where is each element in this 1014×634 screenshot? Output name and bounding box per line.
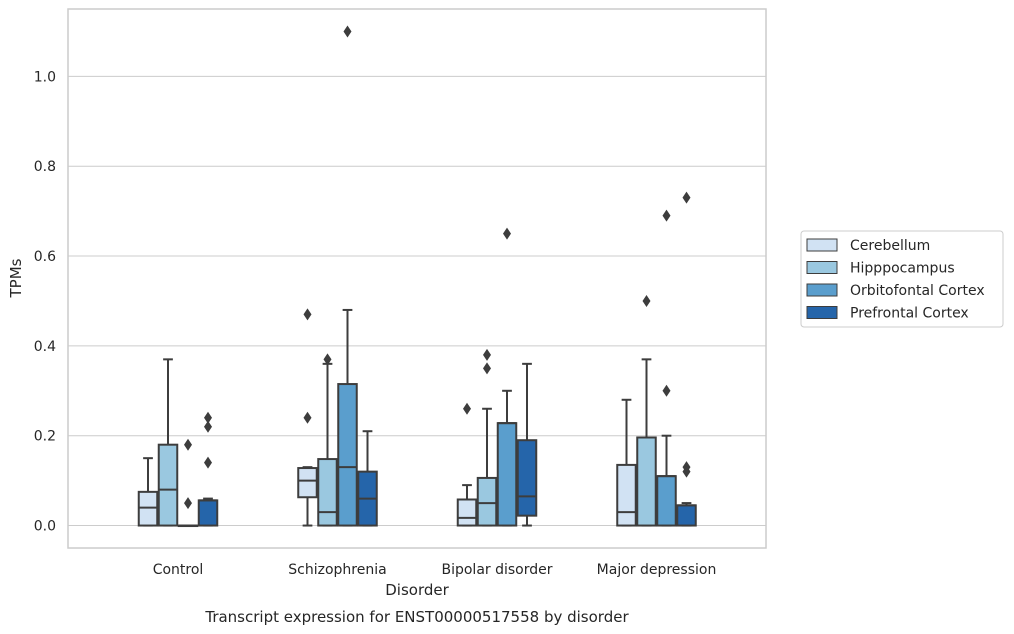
plot-frame xyxy=(67,8,767,549)
box-rect xyxy=(616,463,637,527)
y-tick-label: 0.2 xyxy=(34,429,56,445)
outlier-point xyxy=(303,308,312,321)
legend-swatch xyxy=(806,283,838,297)
box-rect xyxy=(157,443,179,527)
box-rect xyxy=(656,475,677,527)
outlier-point xyxy=(323,353,332,366)
y-tick-label: 0.6 xyxy=(34,249,56,265)
box-rect xyxy=(197,499,219,527)
legend-swatch xyxy=(806,238,838,252)
box-rect xyxy=(317,458,338,527)
legend-swatch xyxy=(806,261,838,274)
box-rect xyxy=(456,498,478,527)
box-rect xyxy=(337,383,358,527)
x-tick-label: Schizophrenia xyxy=(288,562,386,578)
y-tick-label: 0.0 xyxy=(34,519,56,535)
box-rect xyxy=(476,476,498,527)
outlier-point xyxy=(662,384,671,397)
axes: 0.0 0.2 0.4 0.6 0.8 1.0 Control Schizophrenia Bi… xyxy=(34,8,767,578)
box-rect xyxy=(636,436,657,527)
chart-title: Transcript expression for ENST0000051755… xyxy=(204,608,629,626)
legend-frame xyxy=(800,230,1004,328)
y-tick-label: 0.4 xyxy=(34,339,56,355)
outlier-point xyxy=(682,191,691,204)
legend-label: Cerebellum xyxy=(850,238,930,254)
outlier-point xyxy=(204,456,212,469)
outlier-point xyxy=(463,402,471,415)
outlier-point xyxy=(204,411,212,424)
outlier-point xyxy=(503,227,511,240)
x-axis-title: Disorder xyxy=(385,581,449,599)
outlier-point xyxy=(204,420,212,433)
x-tick-label: Major depression xyxy=(597,562,717,578)
outlier-point xyxy=(303,411,312,424)
legend-label: Hipppocampus xyxy=(850,261,955,277)
outlier-point xyxy=(642,294,651,307)
box-rect xyxy=(297,467,318,499)
outlier-point xyxy=(483,348,491,361)
y-axis-title: TPMs xyxy=(7,258,25,298)
box-rect xyxy=(496,422,518,527)
y-tick-label: 0.8 xyxy=(34,159,56,175)
outlier-point xyxy=(682,465,691,478)
x-tick-label: Control xyxy=(153,562,204,578)
plot-area xyxy=(137,25,697,528)
outlier-point xyxy=(184,497,192,510)
legend-swatch xyxy=(806,306,838,319)
legend-label: Orbitofontal Cortex xyxy=(850,283,985,299)
y-tick-label: 1.0 xyxy=(34,69,56,85)
outlier-point xyxy=(662,209,671,222)
outlier-point xyxy=(483,362,491,375)
box-rect xyxy=(137,490,159,527)
x-tick-label: Bipolar disorder xyxy=(441,562,552,578)
box-rect xyxy=(516,439,538,517)
outlier-point xyxy=(184,438,192,451)
box-rect xyxy=(676,504,697,527)
legend-label: Prefrontal Cortex xyxy=(850,306,969,322)
legend: Cerebellum Hipppocampus Orbitofontal Corte… xyxy=(800,230,1004,328)
outlier-point xyxy=(343,25,352,38)
